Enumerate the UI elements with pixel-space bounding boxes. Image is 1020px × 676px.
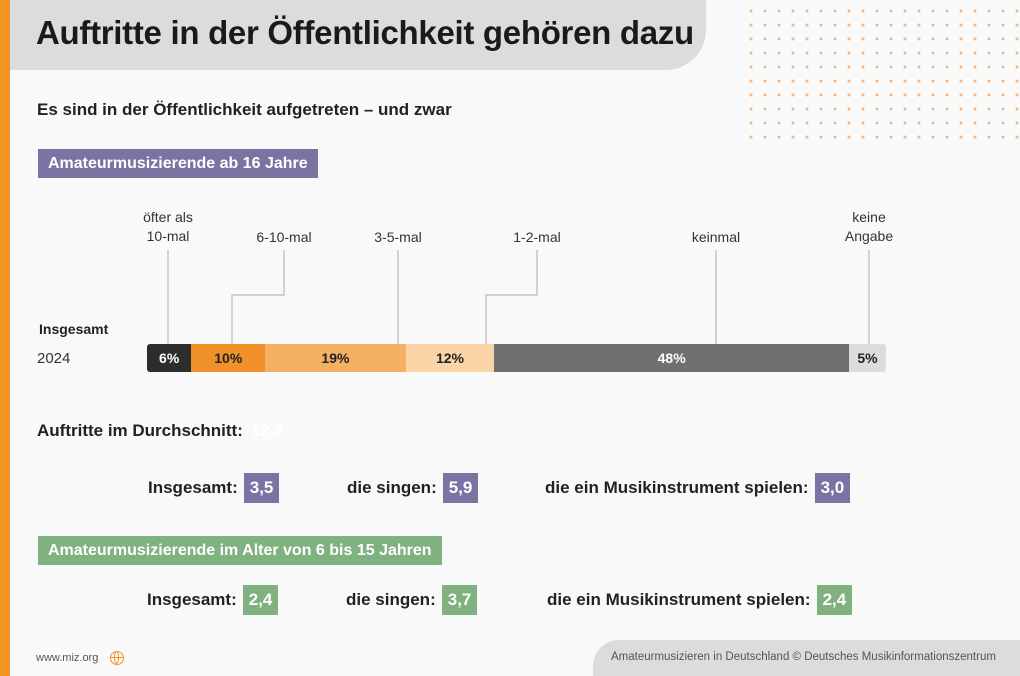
segment-label: öfter als 10-mal [143,209,193,244]
stat-value: 3,7 [441,585,478,615]
group-badge-adults: Amateurmusizierende ab 16 Jahre [38,149,318,178]
leader-line [231,250,285,344]
average-value: 12,2 [250,421,284,440]
average-label: Auftritte im Durchschnitt: 12,2 [37,421,284,441]
segment-label: 1-2-mal [513,229,561,245]
stat-value: 3,0 [814,473,851,503]
stacked-bar: 6% 10% 19% 12% 48% 5% [147,344,886,372]
average-label-text: Auftritte im Durchschnitt: [37,421,243,440]
row-category-label: 2024 [37,350,71,367]
leader-line [485,250,538,344]
globe-icon [110,651,125,665]
group-badge-children: Amateurmusizierende im Alter von 6 bis 1… [38,536,442,565]
bar-segment-5: 5% [849,344,886,372]
stat-label: Insgesamt: [147,590,237,609]
segment-label: keine Angabe [844,209,894,244]
stat-value: 2,4 [242,585,279,615]
bar-segment-2: 19% [265,344,406,372]
stat-label: die singen: [346,590,436,609]
segment-label: keinmal [691,229,741,245]
stat-label: die ein Musikinstrument spielen: [547,590,811,609]
stat-children-instrument: die ein Musikinstrument spielen: 2,4 [547,585,853,615]
website-link[interactable]: www.miz.org [36,652,99,664]
stat-adults-instrument: die ein Musikinstrument spielen: 3,0 [545,473,851,503]
stat-children-sing: die singen: 3,7 [346,585,478,615]
footer-source: Amateurmusizieren in Deutschland © Deuts… [593,640,1020,676]
bar-segment-1: 10% [191,344,266,372]
stat-value: 5,9 [442,473,479,503]
stat-children-total: Insgesamt: 2,4 [147,585,279,615]
dot-pattern-decoration [744,4,1020,144]
stat-adults-total: Insgesamt: 3,5 [148,473,280,503]
footer-website[interactable]: www.miz.org [36,651,125,665]
stat-label: die ein Musikinstrument spielen: [545,478,809,497]
stat-label: die singen: [347,478,437,497]
stat-value: 3,5 [243,473,280,503]
stat-adults-sing: die singen: 5,9 [347,473,479,503]
stat-label: Insgesamt: [148,478,238,497]
bar-segment-0: 6% [147,344,192,372]
accent-sidebar [0,0,10,676]
leader-lines [167,250,870,344]
bar-segment-3: 12% [405,344,495,372]
segment-label: 6-10-mal [256,229,312,245]
title-bar [10,0,706,70]
row-group-label: Insgesamt [39,321,109,337]
segment-label: 3-5-mal [374,229,422,245]
bar-segment-4: 48% [494,344,850,372]
page-title: Auftritte in der Öffentlichkeit gehören … [36,14,694,51]
chart-subtitle: Es sind in der Öffentlichkeit aufgetrete… [37,100,452,119]
stat-value: 2,4 [816,585,853,615]
